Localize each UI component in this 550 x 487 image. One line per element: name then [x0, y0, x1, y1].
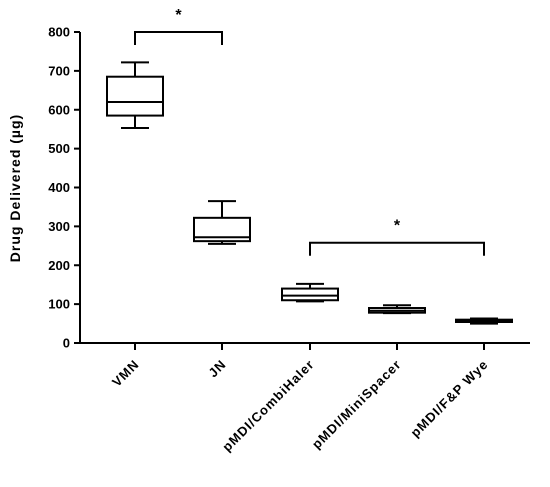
significance-bracket-1: * [134, 7, 223, 45]
significance-brackets: ** [134, 7, 485, 256]
box-iqr [281, 287, 339, 302]
bracket-line [309, 241, 485, 256]
significance-label: * [175, 7, 182, 24]
y-tick-label: 100 [48, 297, 70, 312]
bracket-line [134, 31, 223, 45]
x-tick-label: JN [205, 357, 229, 381]
box-series [106, 61, 513, 325]
y-tick-label: 300 [48, 219, 70, 234]
x-tick-label: pMDI/MiniSpacer [309, 357, 404, 452]
y-axis: 0 100 200 300 400 500 600 700 800 [48, 25, 81, 351]
y-tick-label: 500 [48, 141, 70, 156]
box-iqr [193, 216, 251, 243]
box-2 [193, 200, 251, 245]
significance-bracket-2: * [309, 218, 485, 256]
y-tick-label: 600 [48, 102, 70, 117]
x-tick-label: VMN [109, 357, 142, 390]
y-axis-title: Drug Delivered (µg) [7, 114, 23, 262]
significance-label: * [394, 218, 401, 235]
x-tick-label: pMDI/CombiHaler [219, 357, 317, 455]
y-tick-label: 400 [48, 180, 70, 195]
box-5 [455, 317, 513, 325]
box-1 [106, 61, 164, 130]
y-tick-label: 800 [48, 25, 70, 40]
box-3 [281, 282, 339, 303]
y-tick-label: 200 [48, 258, 70, 273]
x-tick-label: pMDI/F&P Wye [407, 357, 491, 441]
y-tick-label: 0 [63, 336, 70, 351]
box-iqr [106, 75, 164, 117]
box-4 [368, 304, 426, 315]
y-tick-label: 700 [48, 63, 70, 78]
